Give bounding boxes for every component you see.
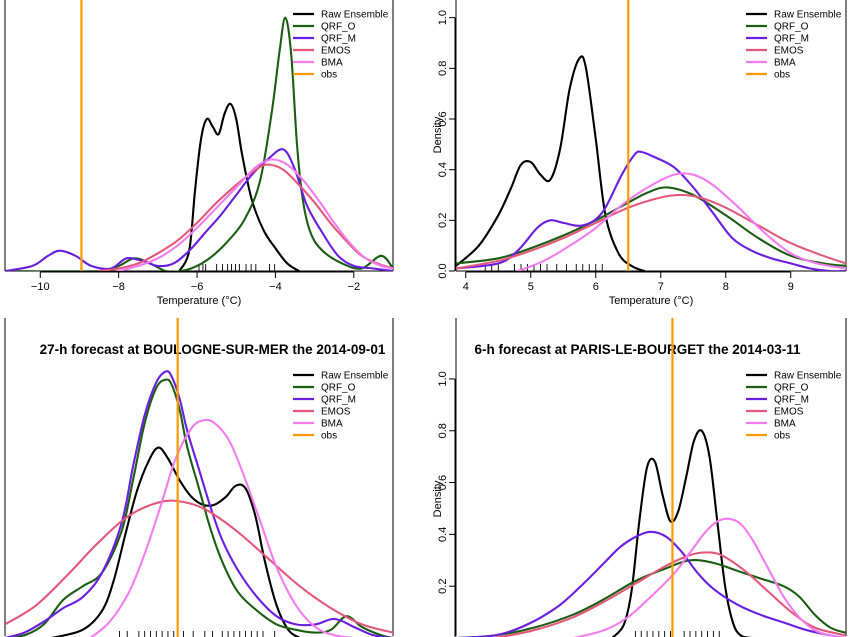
chart-2-series-emos [456,193,846,270]
chart-1-legend-label-qrf-o: QRF_O [321,22,356,33]
chart-4-series-qrf-m [456,530,846,637]
chart-4-legend-label-qrf-o: QRF_O [774,383,809,394]
chart-2-svg: 4 5 6 7 8 9 Temperature (°C) 0.0 0.2 0.4 0.6 0.8 1.0… [432,0,847,307]
chart-2-series-raw-ensemble [456,55,646,271]
chart-3-frame [4,318,394,636]
chart-1-series-emos [98,163,393,271]
chart-4-series-emos [494,551,846,637]
chart-1-x-tick-label-2: −6 [191,281,204,293]
chart-1-legend-label-qrf-m: QRF_M [321,34,356,45]
chart-1-x-axis-label: Temperature (°C) [157,295,241,307]
chart-4-y-tick-label-1: 0.2 [437,579,449,594]
chart-2-x-tick-label-5: 9 [788,281,794,293]
chart-1-x-tick-label-3: −4 [269,281,282,293]
chart-3-legend-label-qrf-o: QRF_O [321,383,356,394]
chart-1-legend-label-bma: BMA [321,58,343,69]
chart-2-legend-label-emos: EMOS [774,46,804,57]
chart-3-legend-label-emos: EMOS [321,407,351,418]
chart-1-series-raw-ensemble [178,102,300,271]
chart-1-x-tick-label-4: −2 [348,281,361,293]
chart-4-y-tick-label-2: 0.4 [437,527,449,542]
chart-3-legend-label-qrf-m: QRF_M [321,395,356,406]
chart-4-legend-label-raw-ensemble: Raw Ensemble [774,371,842,382]
chart-2-y-axis-label: Density [432,116,444,153]
chart-3-series-emos [5,499,393,634]
chart-2-y-tick-label-4: 0.8 [437,61,449,76]
chart-2-series-qrf-o [456,186,846,267]
chart-2-y-tick-label-2: 0.4 [437,162,449,177]
chart-1-x-tick-label-0: −10 [31,281,50,293]
chart-1-legend-label-raw-ensemble: Raw Ensemble [321,10,389,21]
chart-3-legend-label-bma: BMA [321,419,343,430]
chart-1-curves [5,16,393,271]
chart-1-series-bma [117,158,393,271]
chart-3-series-qrf-o [5,378,393,637]
chart-4-y-tick-label-3: 0.6 [437,475,449,490]
chart-panel-1: −10 −8 −6 −4 −2 Temperature (°C) Raw Ensemble Q… [0,0,425,318]
chart-4-y-tick-label-4: 0.8 [437,423,449,438]
chart-2-y-tick-label-1: 0.2 [437,213,449,228]
chart-4-legend-label-obs: obs [774,431,790,442]
chart-3-series-raw-ensemble [51,446,301,637]
chart-2-y-tick-label-3: 0.6 [437,111,449,126]
chart-4-legend-label-qrf-m: QRF_M [774,395,809,406]
chart-2-series-bma [516,172,846,271]
chart-2-legend-label-obs: obs [774,70,790,81]
chart-1-x-tick-label-1: −8 [112,281,125,293]
chart-4-y-tick-label-5: 1.0 [437,371,449,386]
chart-4-svg: 0.2 0.4 0.6 0.8 1.0 Density Raw EnsembleQRF_OQ… [432,318,847,637]
chart-2-legend-label-bma: BMA [774,58,796,69]
chart-2-y-tick-label-5: 1.0 [437,10,449,25]
chart-1-series-qrf-m [5,148,393,271]
chart-panel-3: 27-h forecast at BOULOGNE-SUR-MER the 20… [0,318,425,637]
chart-panel-4: 6-h forecast at PARIS-LE-BOURGET the 201… [425,318,850,637]
chart-4-title: 6-h forecast at PARIS-LE-BOURGET the 201… [474,342,801,357]
chart-2-y-tick-label-0: 0.0 [437,263,449,278]
chart-4-y-axis-label: Density [432,480,444,517]
chart-3-curves [5,370,393,637]
chart-3-series-bma [89,418,355,637]
chart-1-legend-label-obs: obs [321,70,337,81]
chart-2-x-tick-label-4: 8 [723,281,729,293]
chart-4-series-qrf-o [456,559,846,637]
chart-2-x-tick-label-1: 5 [528,281,534,293]
chart-4-series-bma [572,517,846,637]
chart-2-x-tick-label-0: 4 [463,281,469,293]
chart-2-legend-label-qrf-m: QRF_M [774,34,809,45]
chart-4-legend-label-bma: BMA [774,419,796,430]
chart-4-series-raw-ensemble [611,429,753,637]
chart-3-legend-label-raw-ensemble: Raw Ensemble [321,371,389,382]
chart-2-legend-label-qrf-o: QRF_O [774,22,809,33]
chart-2-x-tick-label-2: 6 [593,281,599,293]
chart-1-legend-label-emos: EMOS [321,46,351,57]
chart-4-legend-label-emos: EMOS [774,407,804,418]
chart-2-legend-label-raw-ensemble: Raw Ensemble [774,10,842,21]
chart-3-legend-label-obs: obs [321,431,337,442]
chart-4-curves [456,429,846,637]
chart-4-frame [455,318,847,636]
chart-3-title: 27-h forecast at BOULOGNE-SUR-MER the 20… [39,342,386,357]
chart-2-curves [456,55,846,271]
chart-panel-2: 4 5 6 7 8 9 Temperature (°C) 0.0 0.2 0.4 0.6 0.8 1.0… [425,0,850,318]
chart-2-x-tick-label-3: 7 [658,281,664,293]
chart-2-x-axis-label: Temperature (°C) [609,295,693,307]
chart-2-series-qrf-m [456,150,846,271]
